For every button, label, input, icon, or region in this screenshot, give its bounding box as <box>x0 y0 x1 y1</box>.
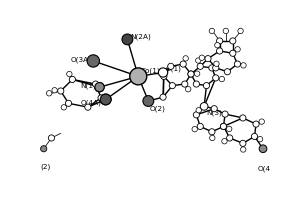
Text: O(4A): O(4A) <box>80 99 101 106</box>
Circle shape <box>214 61 219 66</box>
Circle shape <box>230 38 236 44</box>
Circle shape <box>234 61 241 67</box>
Circle shape <box>158 68 168 77</box>
Circle shape <box>223 28 229 34</box>
Circle shape <box>130 68 147 85</box>
Text: N(3): N(3) <box>206 109 222 116</box>
Circle shape <box>235 47 240 52</box>
Circle shape <box>209 28 214 34</box>
Text: Co(1): Co(1) <box>141 68 160 74</box>
Circle shape <box>240 115 246 121</box>
Circle shape <box>98 95 104 101</box>
Text: N(1): N(1) <box>80 82 96 89</box>
Text: O(4: O(4 <box>258 166 271 172</box>
Circle shape <box>188 71 194 77</box>
Text: O(1): O(1) <box>165 65 181 72</box>
Text: (2): (2) <box>40 163 51 170</box>
Circle shape <box>169 83 176 89</box>
Circle shape <box>182 81 188 87</box>
Circle shape <box>199 55 205 60</box>
Circle shape <box>183 56 188 61</box>
Circle shape <box>122 34 133 45</box>
Circle shape <box>87 55 100 67</box>
Text: O(3A): O(3A) <box>71 57 92 63</box>
Circle shape <box>226 126 232 132</box>
Circle shape <box>100 94 111 105</box>
Circle shape <box>217 38 223 44</box>
Circle shape <box>168 63 174 69</box>
Circle shape <box>259 145 267 153</box>
Circle shape <box>196 58 201 63</box>
Circle shape <box>203 83 210 89</box>
Circle shape <box>193 81 200 87</box>
Circle shape <box>209 65 215 71</box>
Circle shape <box>257 136 263 142</box>
Circle shape <box>46 91 52 96</box>
Circle shape <box>197 123 203 129</box>
Circle shape <box>95 83 104 92</box>
Circle shape <box>222 111 228 117</box>
Circle shape <box>238 28 243 34</box>
Circle shape <box>219 76 225 82</box>
Circle shape <box>217 48 223 54</box>
Circle shape <box>241 147 246 152</box>
Circle shape <box>251 133 258 140</box>
Circle shape <box>259 119 264 124</box>
Circle shape <box>67 71 72 77</box>
Circle shape <box>253 121 259 127</box>
Circle shape <box>95 83 104 92</box>
Circle shape <box>65 100 72 106</box>
Circle shape <box>61 105 67 110</box>
Circle shape <box>85 104 91 110</box>
Circle shape <box>69 76 76 83</box>
Circle shape <box>40 146 47 152</box>
Text: N(2A): N(2A) <box>130 34 151 40</box>
Circle shape <box>185 86 191 92</box>
Circle shape <box>193 112 200 118</box>
Circle shape <box>220 123 226 129</box>
Circle shape <box>197 63 203 69</box>
Circle shape <box>143 96 154 106</box>
Circle shape <box>213 65 219 71</box>
Circle shape <box>210 135 215 141</box>
Circle shape <box>200 103 208 110</box>
Circle shape <box>196 108 201 113</box>
Circle shape <box>92 81 99 87</box>
Circle shape <box>240 140 246 146</box>
Circle shape <box>205 56 211 62</box>
Circle shape <box>100 94 111 105</box>
Text: O(2): O(2) <box>150 105 166 112</box>
Circle shape <box>241 63 246 68</box>
Circle shape <box>211 106 217 112</box>
Circle shape <box>215 43 220 48</box>
Circle shape <box>58 88 64 94</box>
Circle shape <box>161 73 167 79</box>
Circle shape <box>222 139 227 144</box>
Circle shape <box>220 123 226 129</box>
Circle shape <box>52 88 57 93</box>
Circle shape <box>160 94 166 100</box>
Circle shape <box>213 75 219 81</box>
Circle shape <box>209 129 215 135</box>
Circle shape <box>192 126 197 132</box>
Circle shape <box>180 61 186 67</box>
Circle shape <box>188 71 194 77</box>
Circle shape <box>194 71 200 76</box>
Circle shape <box>226 135 233 141</box>
Circle shape <box>224 69 230 75</box>
Circle shape <box>48 135 55 141</box>
Circle shape <box>230 50 236 56</box>
